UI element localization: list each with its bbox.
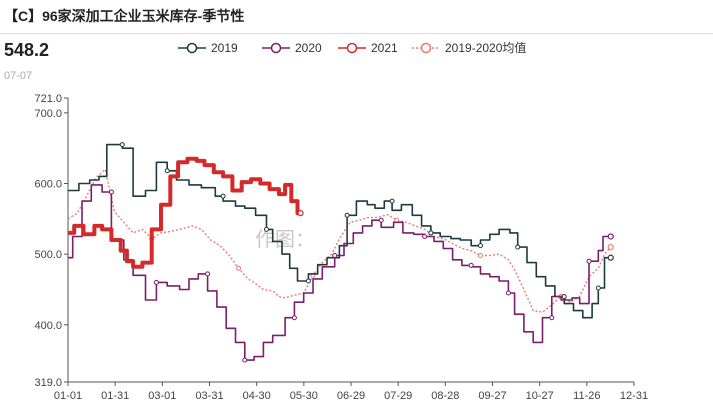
data-point-2019 xyxy=(515,244,521,250)
y-tick-label: 600.0 xyxy=(34,178,62,190)
y-tick-label: 721.0 xyxy=(34,93,62,105)
x-tick-label: 08-28 xyxy=(431,390,459,402)
data-point-2019 xyxy=(119,142,125,148)
x-tick-label: 09-27 xyxy=(478,390,506,402)
x-tick-label: 01-31 xyxy=(101,390,129,402)
data-point-2019 xyxy=(428,230,434,236)
data-point-2019 xyxy=(220,193,226,199)
y-tick-label: 500.0 xyxy=(34,249,62,261)
data-point-2020 xyxy=(468,262,474,268)
data-point-2020 xyxy=(505,290,511,296)
x-tick-label: 03-01 xyxy=(148,390,176,402)
y-tick-label: 400.0 xyxy=(34,320,62,332)
data-point-2019-2020均值 xyxy=(236,265,242,271)
x-tick-label: 11-26 xyxy=(573,390,600,402)
data-point-2020 xyxy=(332,253,338,259)
data-point-2020 xyxy=(586,258,592,264)
legend-label-2019-2020均值: 2019-2020均值 xyxy=(445,40,526,55)
latest-value: 548.2 xyxy=(4,40,50,60)
data-point-2019 xyxy=(263,226,269,232)
data-point-2020 xyxy=(242,357,248,363)
data-point-2019-2020均值 xyxy=(607,243,614,251)
x-tick-label: 04-30 xyxy=(243,390,271,402)
legend-marker-2019-2020均值 xyxy=(420,42,432,54)
data-point-2020 xyxy=(291,315,297,321)
x-tick-label: 12-31 xyxy=(620,390,648,402)
y-tick-label: 700.0 xyxy=(34,108,62,120)
x-tick-label: 07-29 xyxy=(384,390,412,402)
data-point-2019 xyxy=(164,168,170,174)
x-tick-label: 10-27 xyxy=(526,390,554,402)
series-line-2021 xyxy=(68,156,301,269)
legend-label-2020: 2020 xyxy=(295,41,322,55)
data-point-2021 xyxy=(297,210,304,217)
data-point-2019 xyxy=(344,212,350,218)
data-point-2019 xyxy=(389,198,395,204)
axes: 319.0 400.0 500.0 600.0 700.0 721.0 01-01 01-31… xyxy=(34,93,648,402)
data-point-2020 xyxy=(153,279,159,285)
legend-label-2019: 2019 xyxy=(211,41,238,55)
y-tick-label: 319.0 xyxy=(34,377,62,389)
chart-title: 【C】96家深加工企业玉米库存-季节性 xyxy=(4,8,245,24)
x-tick-label: 05-30 xyxy=(290,390,318,402)
title-divider xyxy=(0,33,713,34)
data-point-2019 xyxy=(477,243,483,249)
watermark-text: 作图： xyxy=(255,227,315,251)
data-point-2019 xyxy=(305,278,311,284)
data-point-2020 xyxy=(108,189,114,195)
legend-marker-2021 xyxy=(346,42,358,54)
data-point-2020 xyxy=(378,217,384,223)
data-point-2020 xyxy=(205,271,211,277)
x-tick-label: 03-31 xyxy=(195,390,223,402)
series-group xyxy=(67,142,614,363)
series-line-2020 xyxy=(68,184,611,361)
legend[interactable]: 2019 2020 2021 2019-2020均值 xyxy=(178,40,526,55)
data-point-2019-2020均值 xyxy=(477,253,483,259)
data-point-2020 xyxy=(607,233,614,240)
legend-marker-2019 xyxy=(186,42,198,54)
latest-date: 07-07 xyxy=(4,70,33,82)
data-point-2020 xyxy=(549,315,555,321)
data-point-2019 xyxy=(607,254,614,261)
legend-label-2021: 2021 xyxy=(371,41,398,55)
x-tick-label: 06-29 xyxy=(337,390,365,402)
legend-marker-2020 xyxy=(270,42,282,54)
data-point-2019 xyxy=(595,285,601,291)
series-line-2019-2020均值 xyxy=(67,168,612,313)
series-line-2019 xyxy=(68,143,611,319)
data-point-2019 xyxy=(561,294,567,300)
data-point-2020 xyxy=(422,233,428,239)
x-tick-label: 01-01 xyxy=(54,390,82,402)
